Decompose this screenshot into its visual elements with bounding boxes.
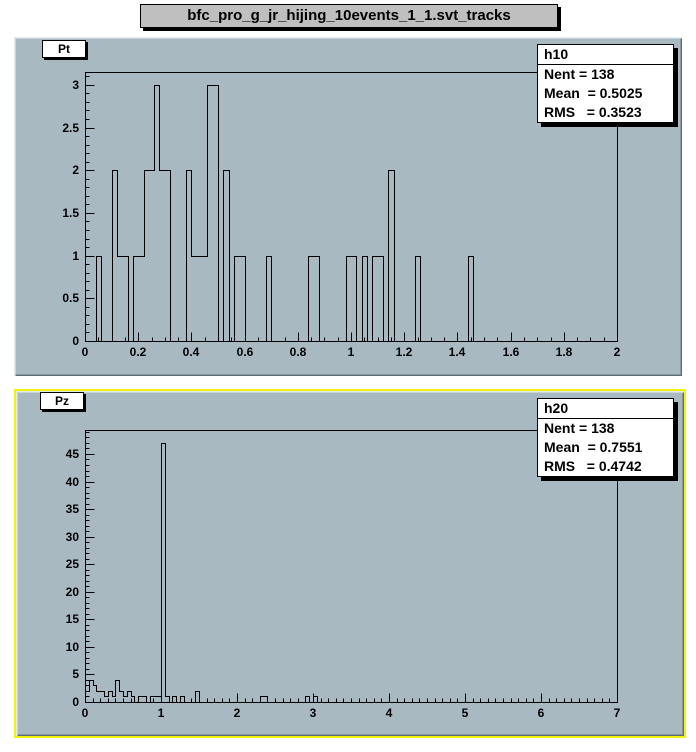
pt-histogram-plot: 0 0.2 0.4 0.6 0.8 1 1.2 1.4 1.6 1.8 2 0 0.5 1 1.5 2 2.5 3 — [62, 72, 621, 359]
svg-text:1.2: 1.2 — [396, 345, 413, 359]
svg-text:1.5: 1.5 — [62, 206, 79, 220]
svg-text:1.4: 1.4 — [449, 345, 466, 359]
stats-hist-name: h20 — [538, 399, 673, 419]
svg-text:2: 2 — [234, 706, 241, 720]
svg-text:4: 4 — [386, 706, 393, 720]
stats-rms: RMS = 0.3523 — [544, 104, 642, 120]
svg-text:0: 0 — [82, 345, 89, 359]
svg-text:1.6: 1.6 — [503, 345, 520, 359]
svg-text:0.4: 0.4 — [183, 345, 200, 359]
svg-text:0.2: 0.2 — [130, 345, 147, 359]
svg-text:20: 20 — [66, 585, 80, 599]
svg-text:45: 45 — [66, 447, 80, 461]
pad-pz-selected[interactable]: 0 1 2 3 4 5 6 7 0 5 10 15 20 25 30 35 40 45 Pz h20 Nent =… — [14, 389, 686, 738]
svg-text:0.5: 0.5 — [62, 291, 79, 305]
svg-text:2: 2 — [72, 163, 79, 177]
svg-text:0: 0 — [72, 334, 79, 348]
stats-mean: Mean = 0.7551 — [544, 439, 643, 455]
svg-text:0: 0 — [72, 695, 79, 709]
svg-text:1: 1 — [158, 706, 165, 720]
svg-text:5: 5 — [462, 706, 469, 720]
svg-text:30: 30 — [66, 530, 80, 544]
svg-text:15: 15 — [66, 612, 80, 626]
stats-rms: RMS = 0.4742 — [544, 458, 642, 474]
stats-entries: Nent = 138 — [544, 420, 615, 436]
svg-text:1.8: 1.8 — [556, 345, 573, 359]
pz-title-pave[interactable]: Pz — [40, 392, 84, 410]
pad-pt[interactable]: 0 0.2 0.4 0.6 0.8 1 1.2 1.4 1.6 1.8 2 0 0.5 1 1.5 2 2.5 3… — [14, 37, 682, 376]
svg-text:3: 3 — [72, 78, 79, 92]
svg-text:2: 2 — [614, 345, 621, 359]
svg-text:0: 0 — [82, 706, 89, 720]
stats-entries: Nent = 138 — [544, 66, 615, 82]
svg-text:25: 25 — [66, 557, 80, 571]
pt-title-label: Pt — [58, 42, 70, 56]
pz-title-label: Pz — [54, 394, 69, 408]
svg-text:6: 6 — [538, 706, 545, 720]
pt-title-pave[interactable]: Pt — [42, 40, 86, 58]
svg-text:1: 1 — [72, 249, 79, 263]
canvas-title-pave[interactable]: bfc_pro_g_jr_hijing_10events_1_1.svt_tra… — [140, 4, 558, 28]
pt-stats-box[interactable]: h10 Nent = 138 Mean = 0.5025 RMS = 0.352… — [537, 44, 674, 123]
stats-mean: Mean = 0.5025 — [544, 85, 643, 101]
svg-text:3: 3 — [310, 706, 317, 720]
svg-text:7: 7 — [614, 706, 621, 720]
svg-text:35: 35 — [66, 502, 80, 516]
svg-text:40: 40 — [66, 475, 80, 489]
svg-text:2.5: 2.5 — [62, 121, 79, 135]
pz-stats-box[interactable]: h20 Nent = 138 Mean = 0.7551 RMS = 0.474… — [537, 398, 674, 477]
svg-text:0.6: 0.6 — [237, 345, 254, 359]
svg-text:1: 1 — [348, 345, 355, 359]
svg-text:0.8: 0.8 — [290, 345, 307, 359]
stats-hist-name: h10 — [538, 45, 673, 65]
svg-text:5: 5 — [72, 667, 79, 681]
svg-text:10: 10 — [66, 640, 80, 654]
